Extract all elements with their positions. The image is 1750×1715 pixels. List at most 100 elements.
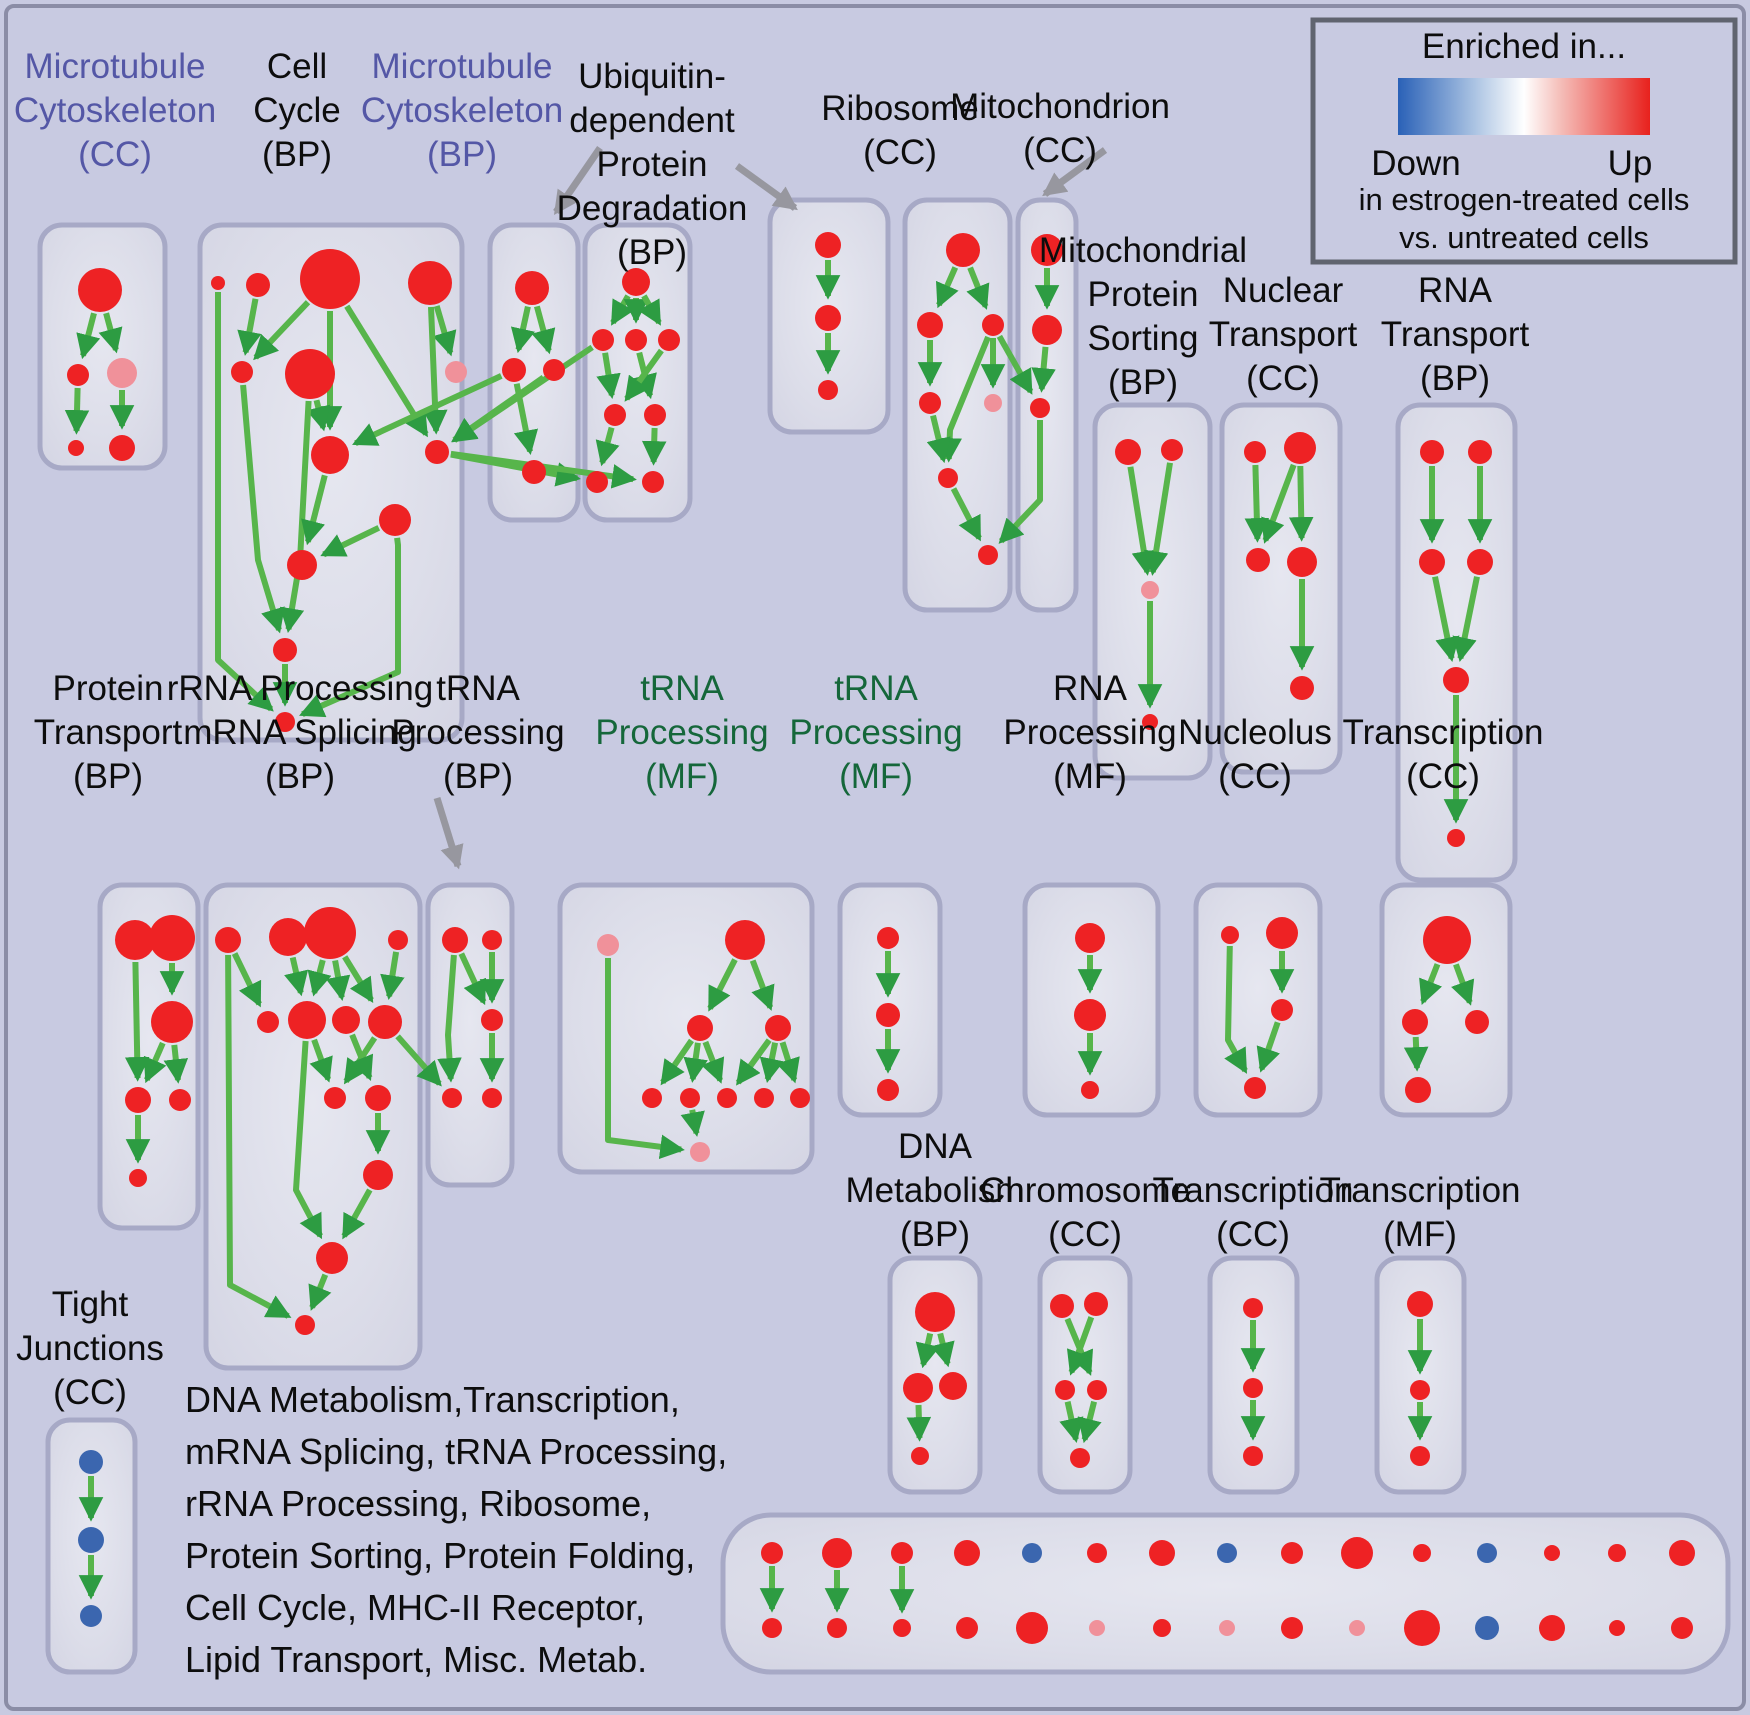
go-term-node-f_m1 xyxy=(687,1015,713,1041)
cluster-label-line: (CC) xyxy=(863,133,937,172)
go-term-node-st13t xyxy=(1544,1545,1560,1561)
edge-arrow-rn2-rm2 xyxy=(284,956,309,997)
legend-subtitle-1: in estrogen-treated cells xyxy=(1359,182,1690,217)
go-term-node-c_f xyxy=(285,349,335,399)
cluster-label-line: (BP) xyxy=(1420,359,1490,398)
edge-arrow-f_m2-f_b3 xyxy=(735,1038,772,1086)
cluster-label-transcription-cc-row3: Transcription (CC) xyxy=(1153,1171,1354,1254)
go-term-node-b3 xyxy=(522,460,546,484)
go-term-node-f_pb xyxy=(690,1142,710,1162)
go-term-node-rm3 xyxy=(332,1006,360,1034)
cluster-label-line: Processing xyxy=(1003,713,1176,752)
go-term-node-rb2 xyxy=(917,312,943,338)
edge-arrow-n1-n3 xyxy=(1244,464,1270,543)
go-term-node-y3 xyxy=(1410,1446,1430,1466)
go-term-node-st7b xyxy=(1153,1619,1171,1637)
cluster-label-microtubule-cytoskeleton-cc: Microtubule Cytoskeleton (CC) xyxy=(14,47,216,174)
go-term-node-st14t xyxy=(1608,1544,1626,1562)
go-term-node-st2b xyxy=(827,1618,847,1638)
go-term-node-l3 xyxy=(502,358,526,382)
edge-arrow-c_c-c_hub xyxy=(344,304,429,438)
go-term-node-rb6 xyxy=(938,468,958,488)
go-term-node-p1 xyxy=(115,920,155,960)
cluster-label-transcription-cc-row2: Transcription (CC) xyxy=(1343,713,1544,796)
cluster-label-rna-transport-bp: RNA Transport (BP) xyxy=(1381,271,1530,398)
go-term-node-st3b xyxy=(893,1619,911,1637)
edge-arrow-c_a-c_bot xyxy=(215,292,274,712)
cluster-label-line: Transport xyxy=(1381,315,1530,354)
go-term-node-j1 xyxy=(79,1450,103,1474)
cluster-label-line: tRNA xyxy=(834,669,918,708)
go-term-node-c_c xyxy=(300,249,360,309)
go-term-node-rq xyxy=(363,1160,393,1190)
edge-arrow-mt3-rb7 xyxy=(998,420,1043,544)
edge-arrow-l3-c_h xyxy=(352,373,503,447)
edge-arrow-t3-r3 xyxy=(531,305,556,355)
legend-gradient-bar xyxy=(1398,78,1650,135)
edge-arrow-rm2-rp1 xyxy=(309,1038,333,1083)
cluster-label-line: (BP) xyxy=(617,233,687,272)
misc-note-line: Cell Cycle, MHC-II Receptor, xyxy=(185,1587,645,1628)
edge-arrow-rr-rs xyxy=(308,1273,332,1311)
go-term-node-rm2 xyxy=(288,1001,326,1039)
edge-arrow-rb3-mt3 xyxy=(996,334,1034,395)
go-term-node-rs xyxy=(295,1315,315,1335)
go-term-node-st4t xyxy=(954,1540,980,1566)
cluster-label-line: (CC) xyxy=(1246,359,1320,398)
edge-arrow-n2-n3 xyxy=(1261,463,1297,544)
cluster-label-line: (CC) xyxy=(78,135,152,174)
cluster-label-line: Mitochondrial xyxy=(1039,231,1247,270)
go-term-node-st15t xyxy=(1669,1540,1695,1566)
go-term-node-c_b xyxy=(246,273,270,297)
cluster-label-line: Ubiquitin- xyxy=(578,57,726,96)
cluster-label-nuclear-transport-cc: Nuclear Transport (CC) xyxy=(1209,271,1358,398)
go-term-node-t3 xyxy=(515,271,549,305)
go-term-node-k3 xyxy=(481,1009,503,1031)
go-term-node-ch2 xyxy=(1084,1292,1108,1316)
go-term-node-k4 xyxy=(442,1088,462,1108)
cluster-label-mitochondrion-cc: Mitochondrion (CC) xyxy=(950,87,1170,170)
cluster-label-trna-processing-mf-1: tRNA Processing (MF) xyxy=(595,669,768,796)
cluster-label-line: Metabolism xyxy=(846,1171,1025,1210)
edge-arrow-rm2-rr xyxy=(293,1040,323,1240)
cluster-label-line: Degradation xyxy=(557,189,748,228)
go-term-node-r3 xyxy=(543,359,565,381)
go-term-node-tc2 xyxy=(1402,1009,1428,1035)
cluster-label-line: Cytoskeleton xyxy=(361,91,563,130)
cluster-label-line: (CC) xyxy=(1216,1215,1290,1254)
go-term-node-st14b xyxy=(1609,1620,1625,1636)
cluster-label-line: Protein xyxy=(1088,275,1199,314)
go-term-node-n5 xyxy=(1290,676,1314,700)
cluster-label-line: RNA xyxy=(1053,669,1128,708)
edge-arrow-tc1-tc3 xyxy=(1451,963,1475,1006)
cluster-label-line: mRNA Splicing xyxy=(183,713,416,752)
go-term-node-rt1 xyxy=(1420,440,1444,464)
go-term-node-st1b xyxy=(762,1618,782,1638)
go-term-node-st15b xyxy=(1671,1617,1693,1639)
cluster-label-line: Junctions xyxy=(16,1329,164,1368)
go-term-node-u2 xyxy=(625,329,647,351)
edge-arrow-rq-rr xyxy=(341,1188,373,1240)
edge-arrow-rb4-rb6 xyxy=(926,414,951,464)
go-term-node-q2 xyxy=(815,305,841,331)
edge-arrow-m2-m4 xyxy=(64,387,90,435)
edge-arrow-rn1-rs xyxy=(225,954,292,1319)
go-term-node-f_b5 xyxy=(790,1088,810,1108)
cluster-label-line: Nuclear xyxy=(1223,271,1344,310)
edge-arrow-ch4-ch5 xyxy=(1077,1400,1102,1444)
go-term-node-p3 xyxy=(151,1001,193,1043)
edge-arrow-u_t-u3 xyxy=(638,294,662,326)
edge-arrow-rn4-rm4 xyxy=(380,951,405,1000)
cluster-label-line: (MF) xyxy=(839,757,913,796)
go-term-node-c_d xyxy=(408,261,452,305)
cluster-label-line: (BP) xyxy=(900,1215,970,1254)
cluster-label-rna-processing-mf: RNA Processing (MF) xyxy=(1003,669,1176,796)
go-term-node-m3 xyxy=(107,358,137,388)
go-term-node-ch5 xyxy=(1070,1448,1090,1468)
cluster-label-line: rRNA Processing xyxy=(167,669,433,708)
cluster-label-cell-cycle-bp: Cell Cycle (BP) xyxy=(253,47,341,174)
go-term-node-st11b xyxy=(1404,1610,1440,1646)
go-term-node-u3 xyxy=(658,329,680,351)
cluster-label-ubiquitin-dependent-protein-degradation-bp: Ubiquitin-dependent Protein Degradation (BP… xyxy=(557,57,748,272)
annotation-arrow-to-ubiquitin-box-1 xyxy=(553,146,603,215)
